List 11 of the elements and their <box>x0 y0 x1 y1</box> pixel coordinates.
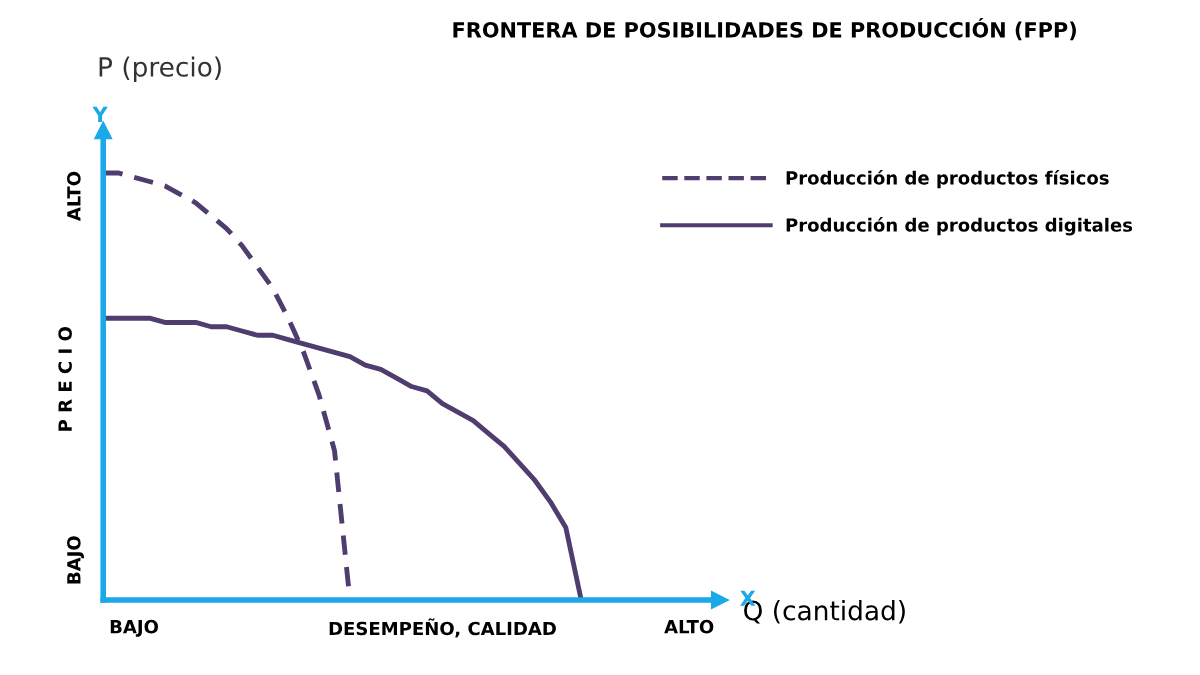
text: P (precio) <box>99 56 221 82</box>
text: BAJO <box>67 536 85 584</box>
text: ALTO <box>67 171 81 222</box>
x-tick-label: BAJO <box>110 619 159 637</box>
y-axis-title: P R E C I O <box>58 327 72 431</box>
text: FRONTERA DE POSIBILIDADES DE PRODUCCIÓN (FPP) <box>453 18 1076 41</box>
x-tick-label: ALTO <box>664 619 714 634</box>
text: Producción de productos digitales <box>786 217 1133 236</box>
text: Producción de productos físicos <box>786 170 1109 189</box>
x-tick-label: DESEMPEÑO, CALIDAD <box>329 618 556 638</box>
text: Y <box>92 106 108 122</box>
